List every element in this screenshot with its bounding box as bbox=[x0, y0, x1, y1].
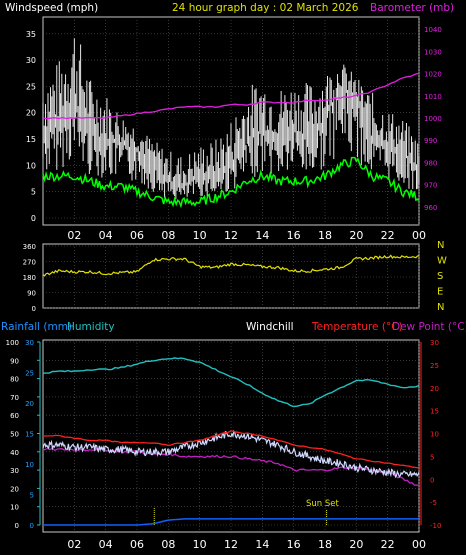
chart-title: 24 hour graph day : 02 March 2026 bbox=[172, 2, 359, 14]
windspeed-tick-label: 20 bbox=[26, 109, 36, 118]
compass-label: W bbox=[437, 256, 447, 267]
humidity-line bbox=[42, 357, 420, 408]
humidity-tick-label: 100 bbox=[6, 339, 19, 347]
tick-labels: 0202040406060808101012121414161618182020… bbox=[6, 26, 447, 551]
direction-tick-label: 270 bbox=[23, 259, 36, 267]
wind-average-line bbox=[42, 156, 420, 209]
rainfall-line bbox=[43, 518, 419, 526]
humidity-tick-label: 70 bbox=[10, 394, 19, 402]
barometer-tick-label: 1030 bbox=[424, 48, 442, 56]
rain-tick-label: 20 bbox=[25, 400, 34, 408]
x-tick-label-bottom: 16 bbox=[287, 538, 301, 551]
windchill-legend: Windchill bbox=[246, 321, 294, 333]
humidity-tick-label: 50 bbox=[10, 431, 19, 439]
barometer-tick-label: 1040 bbox=[424, 26, 442, 34]
rain-tick-label: 10 bbox=[25, 461, 34, 469]
x-tick-label-top: 08 bbox=[161, 229, 175, 242]
temperature-tick-label: 20 bbox=[430, 385, 439, 393]
dewpoint-axis-label: Dew Point (°C) bbox=[392, 321, 466, 333]
x-tick-label-top: 00 bbox=[412, 229, 426, 242]
humidity-tick-label: 60 bbox=[10, 412, 19, 420]
barometer-tick-label: 1020 bbox=[424, 71, 442, 79]
temperature-tick-label: 0 bbox=[430, 476, 434, 484]
rain-tick-label: 5 bbox=[30, 492, 34, 500]
barometer-tick-label: 990 bbox=[424, 137, 437, 145]
temperature-tick-label: 15 bbox=[430, 408, 439, 416]
x-tick-label-top: 04 bbox=[99, 229, 113, 242]
windspeed-tick-label: 30 bbox=[26, 56, 36, 65]
barometer-tick-label: 960 bbox=[424, 204, 437, 212]
humidity-tick-label: 10 bbox=[10, 504, 19, 512]
windspeed-axis-label: Windspeed (mph) bbox=[5, 2, 98, 14]
x-tick-label-bottom: 22 bbox=[381, 538, 395, 551]
humidity-tick-label: 80 bbox=[10, 376, 19, 384]
windspeed-tick-label: 5 bbox=[31, 188, 36, 197]
rain-tick-label: 30 bbox=[25, 339, 34, 347]
barometer-tick-label: 980 bbox=[424, 159, 437, 167]
compass-label: E bbox=[437, 287, 443, 298]
barometer-tick-label: 970 bbox=[424, 182, 437, 190]
direction-tick-label: 180 bbox=[23, 274, 36, 282]
humidity-tick-label: 40 bbox=[10, 449, 19, 457]
humidity-tick-label: 20 bbox=[10, 485, 19, 493]
x-tick-label-bottom: 12 bbox=[224, 538, 238, 551]
temperature-axis-label: Temperature (°C) bbox=[311, 321, 403, 333]
x-tick-label-top: 12 bbox=[224, 229, 238, 242]
direction-tick-label: 90 bbox=[27, 290, 36, 298]
compass-label: N bbox=[437, 302, 444, 313]
barometer-line bbox=[42, 72, 420, 120]
windspeed-tick-label: 15 bbox=[26, 135, 36, 144]
humidity-tick-label: 90 bbox=[10, 357, 19, 365]
x-tick-label-bottom: 10 bbox=[193, 538, 207, 551]
temperature-tick-label: 30 bbox=[430, 339, 439, 347]
direction-tick-label: 0 bbox=[32, 305, 36, 313]
x-tick-label-bottom: 08 bbox=[161, 538, 175, 551]
x-tick-label-bottom: 18 bbox=[318, 538, 332, 551]
x-tick-label-top: 02 bbox=[67, 229, 81, 242]
temperature-tick-label: 10 bbox=[430, 431, 439, 439]
x-tick-label-bottom: 06 bbox=[130, 538, 144, 551]
x-tick-label-top: 10 bbox=[193, 229, 207, 242]
temperature-line bbox=[42, 430, 420, 469]
barometer-tick-label: 1010 bbox=[424, 93, 442, 101]
temperature-tick-label: 5 bbox=[430, 453, 434, 461]
compass-label: N bbox=[437, 240, 444, 251]
compass-label: S bbox=[437, 271, 443, 282]
barometer-axis-label: Barometer (mb) bbox=[370, 2, 454, 14]
windspeed-tick-label: 35 bbox=[26, 30, 36, 39]
wind-direction-line bbox=[42, 254, 420, 277]
rain-tick-label: 15 bbox=[25, 431, 34, 439]
rain-tick-label: 25 bbox=[25, 370, 34, 378]
x-tick-label-top: 22 bbox=[381, 229, 395, 242]
series-layer bbox=[42, 38, 420, 526]
direction-tick-label: 360 bbox=[23, 243, 36, 251]
humidity-tick-label: 30 bbox=[10, 467, 19, 475]
x-tick-label-bottom: 00 bbox=[412, 538, 426, 551]
temperature-tick-label: -5 bbox=[430, 499, 437, 507]
temperature-tick-label: 25 bbox=[430, 362, 439, 370]
rain-tick-label: 0 bbox=[30, 522, 34, 530]
x-tick-label-top: 06 bbox=[130, 229, 144, 242]
x-tick-label-top: 18 bbox=[318, 229, 332, 242]
x-tick-label-bottom: 14 bbox=[255, 538, 269, 551]
x-tick-label-top: 14 bbox=[255, 229, 269, 242]
temperature-tick-label: -10 bbox=[430, 522, 441, 530]
windspeed-tick-label: 10 bbox=[26, 161, 36, 170]
rainfall-axis-label: Rainfall (mm) bbox=[1, 321, 72, 333]
grid-lines bbox=[43, 17, 420, 532]
x-tick-label-top: 16 bbox=[287, 229, 301, 242]
x-tick-label-bottom: 04 bbox=[99, 538, 113, 551]
windchill-line bbox=[42, 429, 420, 479]
x-tick-label-bottom: 20 bbox=[349, 538, 363, 551]
barometer-tick-label: 1000 bbox=[424, 115, 442, 123]
humidity-tick-label: 0 bbox=[15, 522, 19, 530]
humidity-axis-label: Humidity bbox=[67, 321, 115, 333]
windspeed-tick-label: 25 bbox=[26, 82, 36, 91]
x-tick-label-top: 20 bbox=[349, 229, 363, 242]
x-tick-label-bottom: 02 bbox=[67, 538, 81, 551]
windspeed-tick-label: 0 bbox=[31, 214, 36, 223]
sunset-label: Sun Set bbox=[306, 499, 339, 509]
